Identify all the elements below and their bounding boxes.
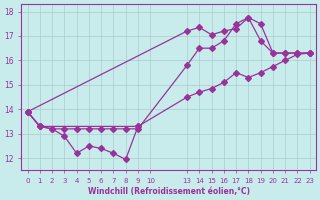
X-axis label: Windchill (Refroidissement éolien,°C): Windchill (Refroidissement éolien,°C) (88, 187, 250, 196)
